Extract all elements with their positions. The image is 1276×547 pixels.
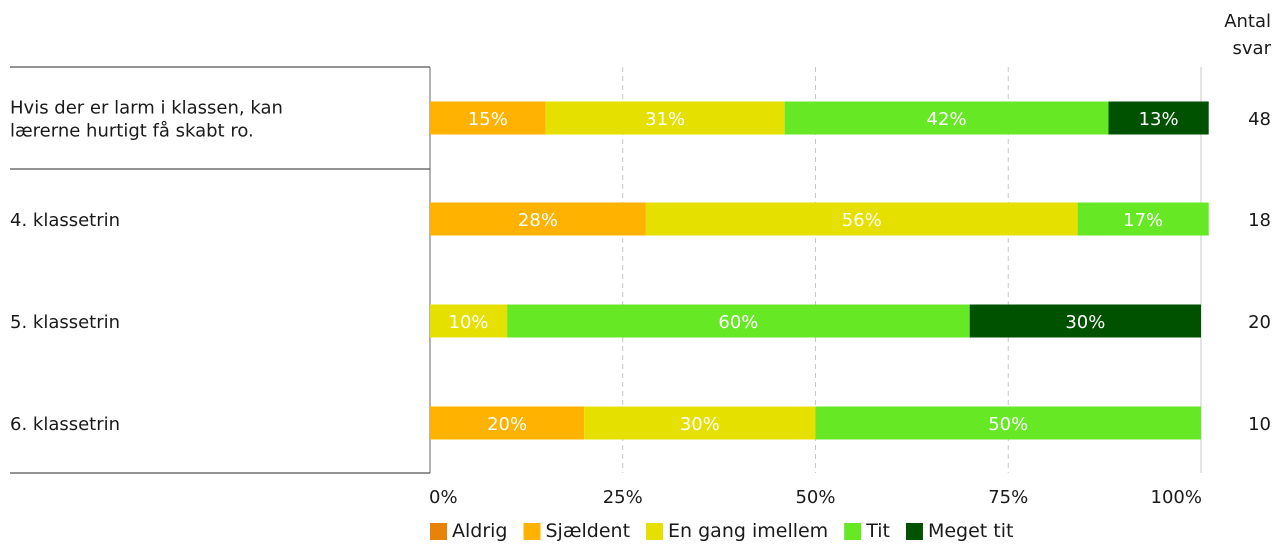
- bar-segment: [430, 101, 546, 135]
- bar-segment: [815, 406, 1201, 440]
- tick-label: 50%: [795, 487, 835, 508]
- grid-lines: [622, 67, 1009, 473]
- category-label: 5. klassetrin: [10, 312, 120, 333]
- bar-segment: [1108, 101, 1209, 135]
- bar-segment: [430, 202, 646, 236]
- bar-segment: [645, 202, 1078, 236]
- data-label: 30%: [1065, 312, 1105, 333]
- legend-swatch: [523, 523, 541, 540]
- legend-swatch: [905, 523, 923, 540]
- tick-label: 100%: [1151, 487, 1202, 508]
- bar-segment: [584, 406, 816, 440]
- response-count: 48: [1248, 109, 1271, 130]
- x-axis-ticks: 0% 25% 50% 75% 100%: [429, 487, 1202, 508]
- legend-label: Aldrig: [452, 520, 508, 542]
- tick-label: 0%: [429, 487, 458, 508]
- data-label: 13%: [1139, 109, 1179, 130]
- count-header-line-1: Antal: [1224, 11, 1271, 32]
- data-label: 10%: [449, 312, 489, 333]
- data-label: 56%: [842, 210, 882, 231]
- bar-segment: [969, 304, 1201, 338]
- data-label: 17%: [1123, 210, 1163, 231]
- data-label: 42%: [927, 109, 967, 130]
- data-label: 31%: [645, 109, 685, 130]
- count-header-line-2: svar: [1233, 38, 1272, 59]
- response-count: 10: [1248, 414, 1271, 435]
- data-label: 15%: [468, 109, 508, 130]
- response-count: 18: [1248, 210, 1271, 231]
- bars: 15% 31% 42% 13% 28% 56% 17% 10% 60% 30% 20% 30% 50%: [430, 101, 1209, 440]
- tick-label: 25%: [603, 487, 643, 508]
- data-label: 20%: [487, 414, 527, 435]
- bar-segment: [1077, 202, 1209, 236]
- legend-label: Tit: [865, 520, 890, 542]
- data-label: 30%: [680, 414, 720, 435]
- legend: Aldrig Sjældent En gang imellem Tit Meget ti…: [430, 520, 1013, 542]
- data-label: 50%: [988, 414, 1028, 435]
- tick-label: 75%: [988, 487, 1028, 508]
- data-label: 60%: [718, 312, 758, 333]
- legend-label: En gang imellem: [668, 520, 828, 542]
- legend-label: Sjældent: [546, 520, 631, 542]
- response-counts: Antal svar 48 18 20 10: [1224, 11, 1271, 435]
- data-label: 28%: [518, 210, 558, 231]
- legend-swatch: [646, 523, 664, 540]
- bar-segment: [430, 406, 585, 440]
- legend-label: Meget tit: [928, 520, 1014, 542]
- bar-segment: [545, 101, 785, 135]
- category-label: 6. klassetrin: [10, 414, 120, 435]
- legend-swatch: [430, 523, 447, 540]
- bar-segment: [430, 304, 508, 338]
- category-label: 4. klassetrin: [10, 210, 120, 231]
- category-label: lærerne hurtigt få skabt ro.: [10, 121, 254, 142]
- frame-lines: [10, 66, 1202, 474]
- legend-swatch: [844, 523, 862, 540]
- bar-segment: [507, 304, 970, 338]
- response-count: 20: [1248, 312, 1271, 333]
- category-label: Hvis der er larm i klassen, kan: [10, 98, 283, 119]
- bar-segment: [784, 101, 1109, 135]
